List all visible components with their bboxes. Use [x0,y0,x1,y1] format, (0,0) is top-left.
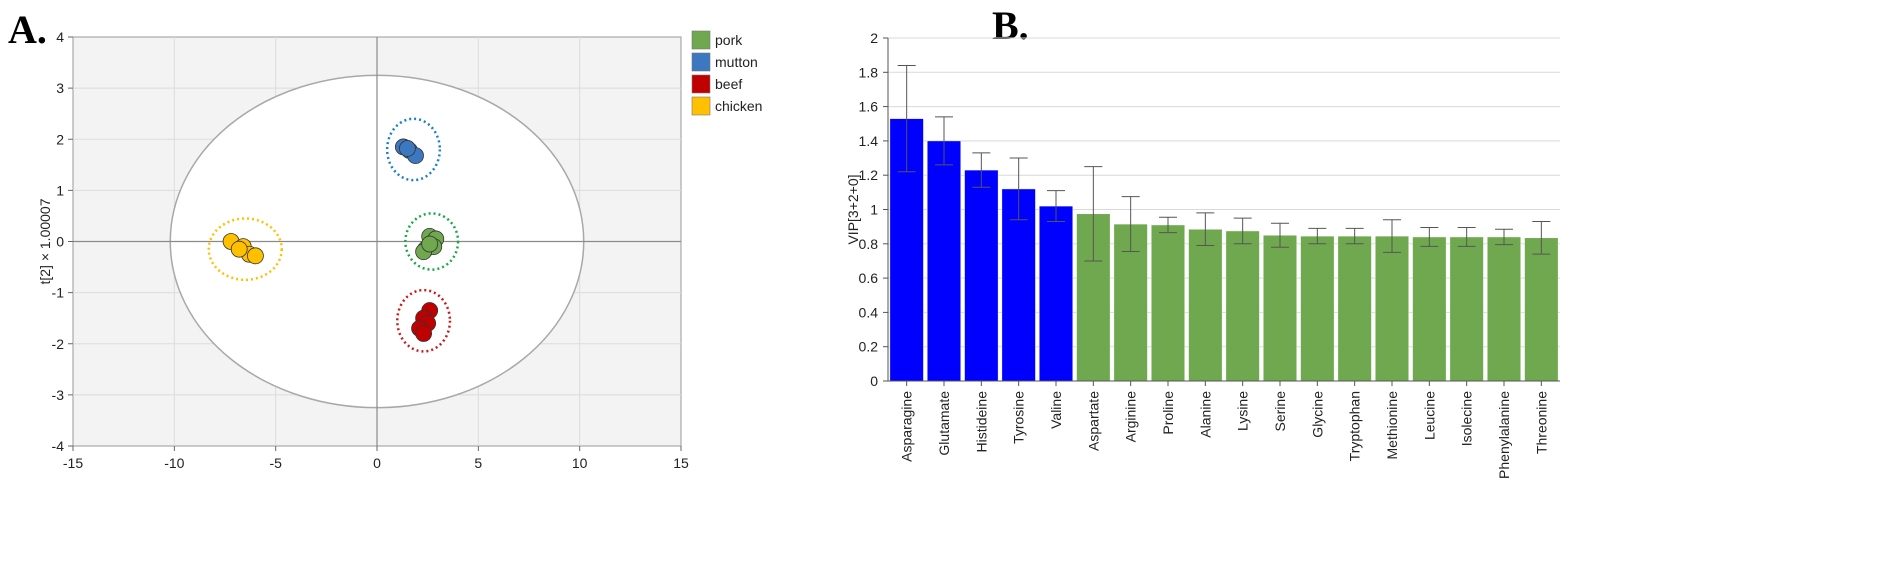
y-tick-label: 2 [870,30,878,46]
y-tick-label: -3 [52,387,65,403]
bar-lysine [1225,230,1260,382]
legend-label-pork: pork [715,32,743,48]
scatter-legend: pork mutton beef chicken [691,30,762,116]
panel-label-b: B. [992,3,1029,48]
y-tick-label: 1 [870,202,878,218]
x-tick-label: 15 [673,455,689,471]
y-tick-label: -2 [52,336,65,352]
x-tick-label: Phenylalanine [1496,391,1512,479]
x-tick-label: Asparagine [899,391,915,462]
legend-swatch-mutton [691,52,711,72]
y-tick-label: -4 [52,438,65,454]
bar-proline [1150,224,1186,382]
bar-leucine [1412,236,1447,382]
beef-group-circle [396,288,452,353]
y-tick-label: 2 [56,131,64,147]
panel-label-a: A. [8,7,47,52]
bar-histideine [964,169,999,382]
x-tick-label: Tryptophan [1347,391,1363,461]
x-tick-label: Aspartate [1085,391,1101,451]
legend-swatch-pork [691,30,711,50]
y-tick-label: 1.2 [859,167,879,183]
x-tick-label: Tyrosine [1011,391,1027,444]
x-tick-label: 10 [572,455,588,471]
y-tick-label: -1 [52,285,65,301]
x-tick-label: -5 [269,455,282,471]
mutton-point [398,140,416,157]
y-tick-label: 1.6 [859,99,879,115]
bar-tryptophan [1337,235,1372,382]
chicken-group-circle [207,217,283,282]
chicken-point [246,247,264,265]
y-tick-label: 1 [56,182,64,198]
y-tick-label: 4 [56,29,64,45]
x-tick-label: -15 [63,455,83,471]
x-tick-label: -10 [164,455,184,471]
bar-methionine [1374,235,1410,382]
y-axis-label: t[2] × 1.00007 [37,198,53,284]
bar-threonine [1524,237,1559,382]
legend-swatch-chicken [691,96,711,116]
bar-tyrosine [1001,188,1036,382]
x-tick-label: Leucine [1421,391,1437,440]
chicken-point [230,240,248,258]
x-tick-label: 0 [373,455,381,471]
x-tick-label: Alanine [1197,391,1213,438]
legend-label-chicken: chicken [715,98,762,114]
legend-label-mutton: mutton [715,54,758,70]
bar-phenylalanine [1486,236,1522,382]
y-tick-label: 0 [56,234,64,250]
x-tick-label: 5 [474,455,482,471]
x-tick-label: Valine [1048,391,1064,429]
pork-point [421,235,439,253]
x-tick-label: Arginine [1123,391,1139,443]
bar-valine [1038,205,1074,382]
x-tick-label: Threonine [1533,391,1549,454]
beef-point [415,325,433,342]
x-tick-label: Methionine [1384,391,1400,460]
y-tick-label: 0 [870,373,878,389]
bar-alanine [1188,228,1223,382]
y-tick-label: 1.4 [859,133,879,149]
vip-bar-chart: 0 0.2 0.4 0.6 0.8 1 1.2 1.4 1.6 1.8 2 Asparagine Glu… [845,30,1560,479]
y-tick-label: 0.6 [859,270,879,286]
x-tick-label: Serine [1272,391,1288,432]
x-tick-label: Isolecine [1459,391,1475,446]
y-axis-label: VIP[3+2+0] [845,174,861,244]
y-tick-label: 0.8 [859,236,879,252]
y-tick-label: 1.8 [859,64,879,80]
mutton-group-circle [385,117,442,182]
bar-glutamate [926,140,962,382]
pork-group-circle [404,212,460,271]
bar-glycine [1300,235,1335,382]
x-tick-label: Glycine [1309,391,1325,438]
bar-serine [1262,234,1298,382]
y-tick-label: 0.2 [859,339,879,355]
y-tick-label: 3 [56,80,64,96]
bar-isolecine [1449,236,1484,382]
x-tick-label: Glutamate [936,391,952,456]
y-tick-label: 0.4 [859,304,879,320]
x-tick-label: Proline [1160,391,1176,435]
legend-swatch-beef [691,74,711,94]
x-tick-label: Lysine [1235,391,1251,431]
x-tick-label: Histideine [973,391,989,453]
legend-label-beef: beef [715,76,742,92]
